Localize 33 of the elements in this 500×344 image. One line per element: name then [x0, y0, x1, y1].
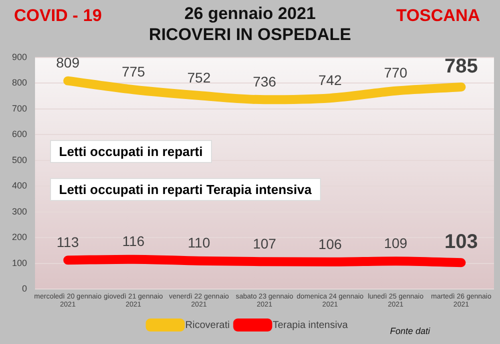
chart-title: 26 gennaio 2021 [184, 4, 316, 23]
data-label: 103 [444, 231, 478, 254]
source-note: Fonte dati [390, 326, 430, 336]
data-label: 809 [56, 54, 80, 71]
y-tick-label: 600 [12, 129, 28, 140]
y-tick-label: 200 [12, 232, 28, 242]
y-tick-label: 100 [12, 258, 28, 268]
data-label: 775 [122, 63, 146, 80]
y-tick-label: 300 [12, 206, 28, 216]
y-tick-label: 800 [12, 78, 28, 88]
data-label: 752 [187, 69, 211, 86]
data-label: 109 [384, 234, 408, 251]
data-label: 736 [252, 74, 276, 90]
text: COVID - 19 [14, 6, 102, 26]
data-label: 110 [188, 234, 210, 251]
y-tick-label: 0 [22, 284, 28, 294]
y-tick-label: 400 [12, 180, 28, 191]
data-label: 107 [252, 236, 276, 252]
data-label: 742 [318, 72, 342, 88]
y-tick-label: 900 [12, 52, 28, 62]
legend-label: Ricoverati [185, 320, 230, 331]
data-label: 785 [444, 56, 478, 78]
data-label: 770 [384, 64, 408, 81]
data-label: 113 [56, 234, 80, 250]
text: TOSCANA [396, 6, 480, 26]
data-label: 116 [122, 233, 145, 250]
legend-label: Terapia intensiva [272, 320, 348, 331]
y-tick-label: 500 [12, 154, 28, 165]
annotation: Letti occupati in reparti [50, 140, 212, 163]
chart-subtitle: RICOVERI IN OSPEDALE [148, 24, 352, 45]
data-label: 106 [318, 236, 342, 252]
annotation: Letti occupati in reparti Terapia intensiva [50, 178, 321, 201]
y-tick-label: 700 [12, 103, 28, 114]
